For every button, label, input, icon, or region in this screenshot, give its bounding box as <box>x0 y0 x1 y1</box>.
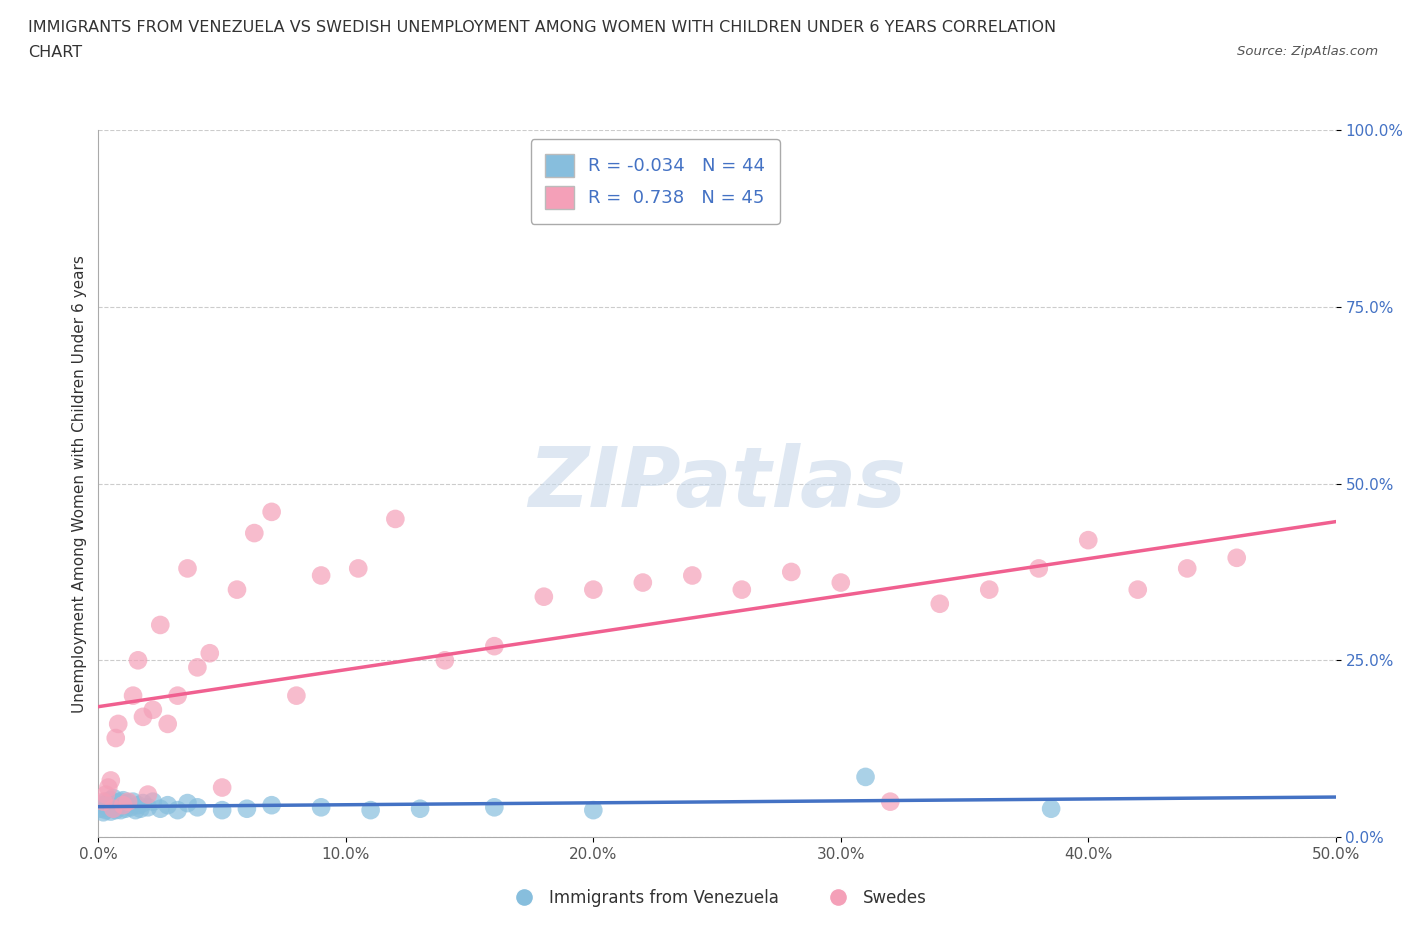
Point <box>260 504 283 519</box>
Point <box>484 800 506 815</box>
Point <box>149 618 172 632</box>
Point <box>631 575 654 590</box>
Point <box>104 731 127 746</box>
Point <box>104 803 127 817</box>
Text: ZIPatlas: ZIPatlas <box>529 443 905 525</box>
Point <box>136 787 159 802</box>
Point <box>1077 533 1099 548</box>
Point <box>309 800 332 815</box>
Point <box>142 702 165 717</box>
Point <box>681 568 703 583</box>
Point <box>260 798 283 813</box>
Point <box>132 796 155 811</box>
Point <box>97 800 120 815</box>
Point <box>110 794 132 809</box>
Point <box>1126 582 1149 597</box>
Point <box>93 794 115 809</box>
Point <box>117 794 139 809</box>
Point <box>142 794 165 809</box>
Point <box>176 796 198 811</box>
Point <box>93 798 115 813</box>
Point <box>107 796 129 811</box>
Point <box>124 803 146 817</box>
Point <box>97 796 120 811</box>
Point <box>117 796 139 811</box>
Point <box>285 688 308 703</box>
Text: IMMIGRANTS FROM VENEZUELA VS SWEDISH UNEMPLOYMENT AMONG WOMEN WITH CHILDREN UNDE: IMMIGRANTS FROM VENEZUELA VS SWEDISH UNE… <box>28 20 1056 35</box>
Point <box>100 804 122 819</box>
Point <box>107 800 129 815</box>
Point <box>94 787 117 802</box>
Point <box>156 716 179 731</box>
Point <box>409 802 432 817</box>
Point <box>928 596 950 611</box>
Point <box>136 800 159 815</box>
Point <box>830 575 852 590</box>
Point <box>114 802 136 817</box>
Point <box>104 799 127 814</box>
Point <box>1040 802 1063 817</box>
Point <box>166 688 188 703</box>
Point <box>176 561 198 576</box>
Point <box>107 716 129 731</box>
Point <box>122 794 145 809</box>
Point <box>347 561 370 576</box>
Point <box>582 803 605 817</box>
Point <box>97 780 120 795</box>
Point <box>855 769 877 784</box>
Point <box>122 688 145 703</box>
Point <box>94 803 117 817</box>
Point <box>243 525 266 540</box>
Point <box>112 792 135 807</box>
Point <box>186 800 208 815</box>
Text: Source: ZipAtlas.com: Source: ZipAtlas.com <box>1237 45 1378 58</box>
Point <box>484 639 506 654</box>
Point <box>112 798 135 813</box>
Point <box>132 710 155 724</box>
Point <box>211 780 233 795</box>
Legend: Immigrants from Venezuela, Swedes: Immigrants from Venezuela, Swedes <box>501 883 934 913</box>
Point <box>110 803 132 817</box>
Point <box>166 803 188 817</box>
Point <box>186 660 208 675</box>
Point <box>1175 561 1198 576</box>
Point <box>533 590 555 604</box>
Point <box>103 802 125 817</box>
Point <box>360 803 382 817</box>
Point <box>90 802 112 817</box>
Point <box>236 802 259 817</box>
Point <box>112 798 135 813</box>
Point <box>879 794 901 809</box>
Point <box>211 803 233 817</box>
Point <box>93 804 115 819</box>
Point <box>979 582 1001 597</box>
Point <box>731 582 754 597</box>
Point <box>94 794 117 809</box>
Point <box>780 565 803 579</box>
Point <box>129 802 152 817</box>
Point <box>156 798 179 813</box>
Text: CHART: CHART <box>28 45 82 60</box>
Point <box>582 582 605 597</box>
Point <box>100 773 122 788</box>
Y-axis label: Unemployment Among Women with Children Under 6 years: Unemployment Among Women with Children U… <box>72 255 87 712</box>
Point <box>127 653 149 668</box>
Point <box>100 792 122 807</box>
Point <box>1226 551 1249 565</box>
Point <box>127 798 149 813</box>
Point <box>103 790 125 805</box>
Point <box>309 568 332 583</box>
Point <box>433 653 456 668</box>
Point <box>103 802 125 817</box>
Point <box>198 645 221 660</box>
Point <box>1028 561 1050 576</box>
Point <box>226 582 249 597</box>
Point <box>384 512 406 526</box>
Point <box>120 800 142 815</box>
Point <box>149 802 172 817</box>
